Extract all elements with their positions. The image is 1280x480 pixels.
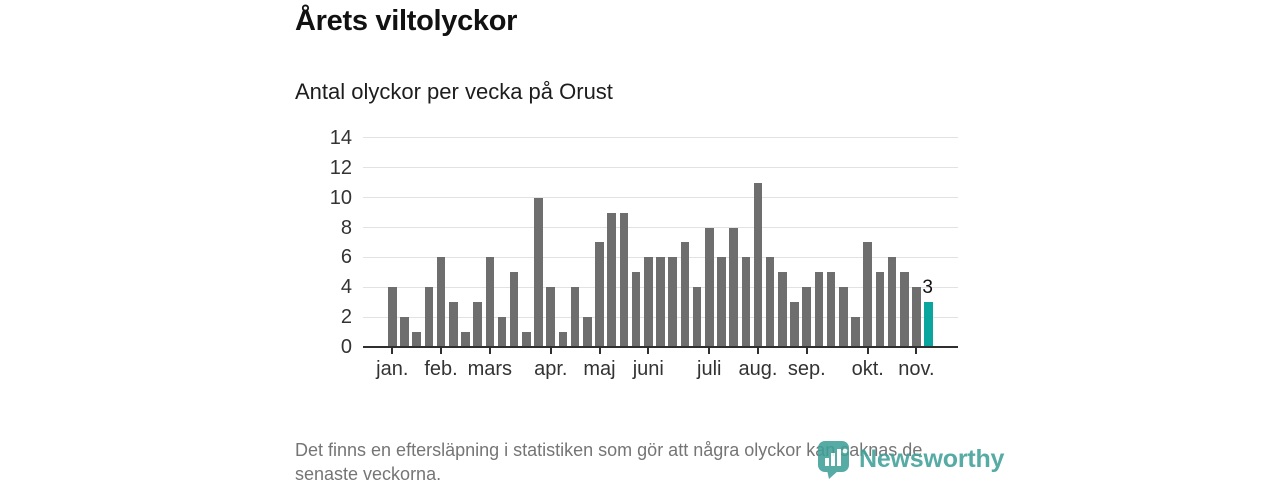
footer-note-line2: senaste veckorna. (295, 464, 442, 480)
bar-week-21 (631, 272, 641, 347)
bar-week-43 (899, 272, 909, 347)
bar-week-11 (509, 272, 519, 347)
x-tick-label-apr: apr. (534, 358, 568, 380)
bar-week-10 (497, 317, 507, 347)
x-tick-label-maj: maj (583, 358, 616, 380)
gridline-14 (363, 137, 958, 139)
x-tick-label-sep: sep. (787, 358, 826, 380)
bar-week-4 (424, 287, 434, 347)
newsworthy-logo-icon (818, 441, 849, 479)
x-tick-label-jan: jan. (376, 358, 409, 380)
bar-week-12 (522, 332, 531, 347)
bar-week-28 (717, 257, 726, 347)
newsworthy-logo-text: Newsworthy (859, 445, 1005, 473)
bar-week-31 (753, 182, 763, 347)
bar-week-19 (607, 212, 616, 347)
y-tick-label-10: 10 (329, 186, 352, 209)
bar-week-18 (595, 242, 604, 347)
bar-week-36 (814, 272, 824, 347)
x-tick-label-feb: feb. (424, 358, 458, 380)
bar-week-29 (729, 227, 738, 347)
bar-week-30 (741, 257, 751, 347)
x-tick-label-okt: okt. (851, 358, 884, 380)
x-tick-juni (647, 348, 650, 354)
x-tick-label-aug: aug. (738, 358, 778, 380)
y-tick-label-8: 8 (340, 216, 352, 239)
footer-note-line1: Det finns en eftersläpning i statistiken… (295, 440, 923, 460)
footer-note: Det finns en eftersläpning i statistiken… (295, 438, 1015, 480)
bar-week-15 (558, 332, 568, 347)
x-tick-label-nov: nov. (898, 358, 935, 380)
bar-week-37 (826, 272, 836, 347)
x-tick-label-mars: mars (467, 358, 513, 380)
x-tick-maj (598, 348, 601, 354)
x-tick-apr (549, 348, 552, 354)
x-axis-line (363, 346, 958, 348)
bar-week-16 (570, 287, 580, 347)
x-tick-jan (391, 348, 394, 354)
bar-week-39 (851, 317, 860, 347)
bar-week-45 (924, 302, 933, 347)
x-tick-okt (866, 348, 869, 354)
bar-week-34 (790, 302, 799, 347)
bar-week-33 (778, 272, 787, 347)
bar-week-27 (704, 227, 714, 347)
x-tick-sep (805, 348, 808, 354)
bar-week-9 (485, 257, 495, 347)
gridline-12 (363, 167, 958, 169)
bar-week-20 (619, 212, 629, 347)
bar-week-40 (863, 242, 872, 347)
bar-week-23 (656, 257, 665, 347)
bar-week-32 (765, 257, 775, 347)
bar-week-1 (388, 287, 397, 347)
bar-week-8 (473, 302, 482, 347)
x-tick-aug (757, 348, 759, 354)
x-tick-mars (488, 348, 491, 354)
bar-week-17 (583, 317, 592, 347)
y-tick-label-4: 4 (340, 276, 352, 299)
gridline-10 (363, 197, 958, 199)
bar-week-6 (448, 302, 458, 347)
gridline-8 (363, 227, 958, 229)
y-tick-label-14: 14 (329, 126, 352, 149)
bar-week-25 (680, 242, 690, 347)
bar-week-44 (912, 287, 921, 347)
x-tick-feb (440, 348, 443, 354)
bar-week-5 (436, 257, 446, 347)
highlight-value-label: 3 (922, 277, 933, 299)
y-tick-label-6: 6 (340, 246, 352, 269)
bar-week-2 (400, 317, 409, 347)
chart-title: Årets viltolyckor (295, 5, 518, 37)
y-tick-label-0: 0 (340, 336, 352, 358)
bar-week-24 (668, 257, 677, 347)
bar-week-7 (461, 332, 470, 347)
x-tick-nov (915, 348, 918, 354)
x-tick-label-juni: juni (632, 358, 664, 380)
x-tick-label-juli: juli (697, 358, 722, 380)
x-tick-juli (708, 348, 711, 354)
bar-week-14 (546, 287, 556, 347)
bar-week-26 (692, 287, 702, 347)
bar-week-3 (412, 332, 421, 347)
bar-week-42 (887, 257, 897, 347)
bar-week-22 (643, 257, 653, 347)
newsworthy-logo: Newsworthy (817, 440, 1004, 480)
chart-subtitle: Antal olyckor per vecka på Orust (295, 79, 613, 104)
bar-week-35 (802, 287, 812, 347)
y-tick-label-12: 12 (329, 156, 352, 179)
bar-week-41 (875, 272, 885, 347)
bar-week-13 (534, 197, 543, 347)
bar-week-38 (839, 287, 848, 347)
y-tick-label-2: 2 (340, 306, 352, 329)
